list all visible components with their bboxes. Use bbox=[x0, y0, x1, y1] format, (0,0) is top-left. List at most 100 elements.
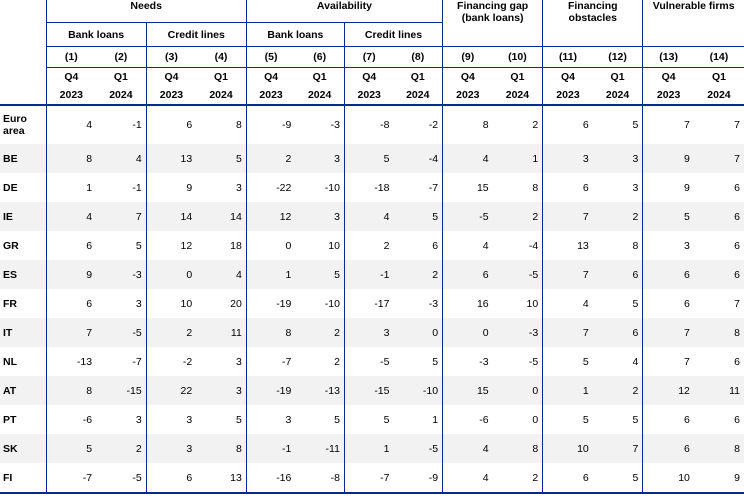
subheader-needs-bank-loans: Bank loans bbox=[45, 22, 147, 47]
header-financing-gap-line2: (bank loans) bbox=[461, 12, 524, 24]
table-cell: 3 bbox=[145, 405, 197, 434]
table-cell: 8 bbox=[196, 105, 247, 144]
table-cell: 7 bbox=[693, 105, 744, 144]
table-cell: 10 bbox=[492, 289, 543, 318]
table-cell: 5 bbox=[393, 202, 443, 231]
table-cell: -13 bbox=[295, 376, 345, 405]
table-cell: 12 bbox=[642, 376, 694, 405]
table-cell: 7 bbox=[693, 289, 744, 318]
table-cell: 3 bbox=[295, 144, 345, 173]
row-label: NL bbox=[0, 347, 47, 376]
quarter-label-14: Q1 bbox=[711, 70, 726, 83]
table-cell: 6 bbox=[693, 347, 744, 376]
table-cell: 4 bbox=[96, 144, 147, 173]
table-row: SK 5 2 3 8 -1 -11 1 -5 4 8 10 7 6 8 bbox=[0, 434, 744, 463]
table-cell: -1 bbox=[96, 173, 147, 202]
row-label: FI bbox=[0, 463, 47, 494]
table-cell: 2 bbox=[492, 463, 543, 494]
quarter-label-1: Q4 bbox=[45, 67, 97, 85]
table-cell: 3 bbox=[96, 289, 147, 318]
table-cell: 16 bbox=[442, 289, 493, 318]
corner-cell bbox=[0, 0, 46, 23]
quarter-label-13: Q4 bbox=[642, 67, 694, 85]
table-cell: -19 bbox=[245, 289, 296, 318]
table-cell: 1 bbox=[492, 144, 543, 173]
table-cell: 6 bbox=[693, 202, 744, 231]
table-cell: 3 bbox=[343, 318, 394, 347]
row-label: IT bbox=[0, 318, 47, 347]
table-cell: 7 bbox=[542, 318, 593, 347]
table-cell: 4 bbox=[45, 202, 97, 231]
quarter-label-8: Q1 bbox=[410, 70, 425, 83]
table-cell: 8 bbox=[45, 144, 97, 173]
table-cell: 7 bbox=[642, 105, 694, 144]
table-cell: 4 bbox=[442, 231, 493, 260]
table-row: NL -13 -7 -2 3 -7 2 -5 5 -3 -5 5 4 7 6 bbox=[0, 347, 744, 376]
header-financing-obstacles-line1: Financing bbox=[567, 0, 618, 12]
subheader-needs-credit-lines: Credit lines bbox=[145, 22, 247, 47]
table-cell: 6 bbox=[45, 289, 97, 318]
table-cell: 12 bbox=[245, 202, 296, 231]
table-cell: 4 bbox=[343, 202, 394, 231]
table-cell: 7 bbox=[592, 434, 643, 463]
table-cell: 5 bbox=[196, 144, 247, 173]
table-row: IT 7 -5 2 11 8 2 3 0 0 -3 7 6 7 8 bbox=[0, 318, 744, 347]
table-cell: 5 bbox=[592, 289, 643, 318]
quarter-label-6: Q1 bbox=[312, 70, 327, 83]
table-cell: -7 bbox=[343, 463, 394, 494]
table-cell: 3 bbox=[196, 173, 247, 202]
table-cell: 1 bbox=[45, 173, 97, 202]
table-cell: 6 bbox=[442, 260, 493, 289]
table-cell: -5 bbox=[393, 434, 443, 463]
row-label: Euro area bbox=[0, 105, 47, 144]
column-number-4: (4) bbox=[196, 46, 247, 68]
column-number-6: (6) bbox=[295, 46, 345, 68]
table-cell: 3 bbox=[642, 231, 694, 260]
corner-cell-2 bbox=[0, 23, 46, 47]
table-cell: 7 bbox=[542, 260, 593, 289]
row-label: SK bbox=[0, 434, 47, 463]
table-cell: 3 bbox=[96, 405, 147, 434]
year-label-11: 2023 bbox=[542, 85, 593, 106]
year-label-7: 2023 bbox=[343, 85, 394, 106]
table-cell: 6 bbox=[693, 231, 744, 260]
table-cell: 2 bbox=[245, 144, 296, 173]
table-cell: 4 bbox=[592, 347, 643, 376]
table-cell: 5 bbox=[96, 231, 147, 260]
corner-cell-3 bbox=[0, 47, 46, 68]
table-cell: 8 bbox=[592, 231, 643, 260]
table-cell: -5 bbox=[96, 463, 147, 494]
table-cell: 7 bbox=[642, 347, 694, 376]
table-cell: -8 bbox=[343, 105, 394, 144]
table-cell: 2 bbox=[492, 105, 543, 144]
table-cell: -10 bbox=[295, 289, 345, 318]
table-cell: 6 bbox=[693, 260, 744, 289]
table-cell: 5 bbox=[196, 405, 247, 434]
table-cell: 3 bbox=[245, 405, 296, 434]
table-cell: -7 bbox=[393, 173, 443, 202]
table-cell: -5 bbox=[343, 347, 394, 376]
table-cell: -11 bbox=[295, 434, 345, 463]
table-cell: 5 bbox=[642, 202, 694, 231]
column-number-9: (9) bbox=[442, 46, 493, 68]
table-cell: 14 bbox=[196, 202, 247, 231]
table-cell: 9 bbox=[642, 173, 694, 202]
column-number-1: (1) bbox=[45, 46, 97, 68]
year-label-8: 2024 bbox=[393, 85, 443, 106]
table-cell: -3 bbox=[492, 318, 543, 347]
table-cell: 3 bbox=[145, 434, 197, 463]
table-cell: 5 bbox=[343, 144, 394, 173]
table-cell: 0 bbox=[492, 405, 543, 434]
table-cell: 4 bbox=[442, 463, 493, 494]
table-cell: -8 bbox=[295, 463, 345, 494]
table-cell: 6 bbox=[642, 260, 694, 289]
table-cell: 9 bbox=[642, 144, 694, 173]
table-cell: 13 bbox=[196, 463, 247, 494]
row-label-line1: IT bbox=[3, 326, 13, 339]
table-cell: -17 bbox=[343, 289, 394, 318]
table-cell: -10 bbox=[393, 376, 443, 405]
table-cell: -4 bbox=[492, 231, 543, 260]
table-cell: 7 bbox=[642, 318, 694, 347]
table-cell: 2 bbox=[295, 347, 345, 376]
table-cell: 14 bbox=[145, 202, 197, 231]
